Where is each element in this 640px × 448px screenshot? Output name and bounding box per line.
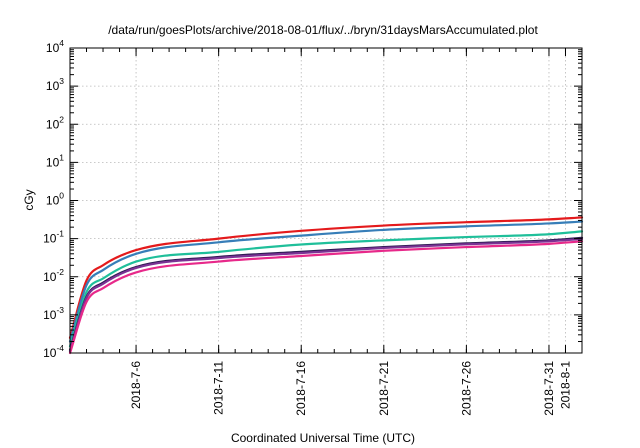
y-tick-label: 10-3 xyxy=(43,305,64,322)
series-group xyxy=(68,216,584,355)
x-tick-label: 2018-7-6 xyxy=(129,361,143,409)
x-tick-label: 2018-7-21 xyxy=(377,361,391,416)
y-tick-label: 10-1 xyxy=(43,229,64,246)
x-axis-label: Coordinated Universal Time (UTC) xyxy=(231,431,415,445)
y-tick-labels: 10-4 10-3 10-2 10-1 100 101 102 103 104 xyxy=(43,38,64,360)
y-tick-label: 10-2 xyxy=(43,267,64,284)
series-line-5 xyxy=(68,237,584,353)
x-tick-label: 2018-7-26 xyxy=(459,361,473,416)
series-line-2 xyxy=(68,220,584,343)
grid xyxy=(70,48,582,353)
x-tick-label: 2018-7-31 xyxy=(542,361,556,416)
x-tick-label: 2018-7-16 xyxy=(294,361,308,416)
y-tick-label: 10-4 xyxy=(43,343,64,360)
chart-title: /data/run/goesPlots/archive/2018-08-01/f… xyxy=(108,23,538,37)
x-tick-label: 2018-8-1 xyxy=(558,361,572,409)
x-tick-label: 2018-7-11 xyxy=(212,361,226,415)
y-axis-label: cGy xyxy=(22,189,36,210)
y-tick-label: 101 xyxy=(46,152,64,169)
x-tick-labels: 2018-7-6 2018-7-11 2018-7-16 2018-7-21 2018-… xyxy=(129,361,572,416)
series-line-3 xyxy=(68,230,584,348)
y-tick-label: 104 xyxy=(46,38,64,55)
y-tick-label: 100 xyxy=(46,191,64,208)
series-line-1 xyxy=(68,216,584,339)
y-tick-label: 102 xyxy=(46,114,64,131)
ticks xyxy=(69,47,583,354)
y-tick-label: 103 xyxy=(46,76,64,93)
series-line-6 xyxy=(68,240,584,355)
